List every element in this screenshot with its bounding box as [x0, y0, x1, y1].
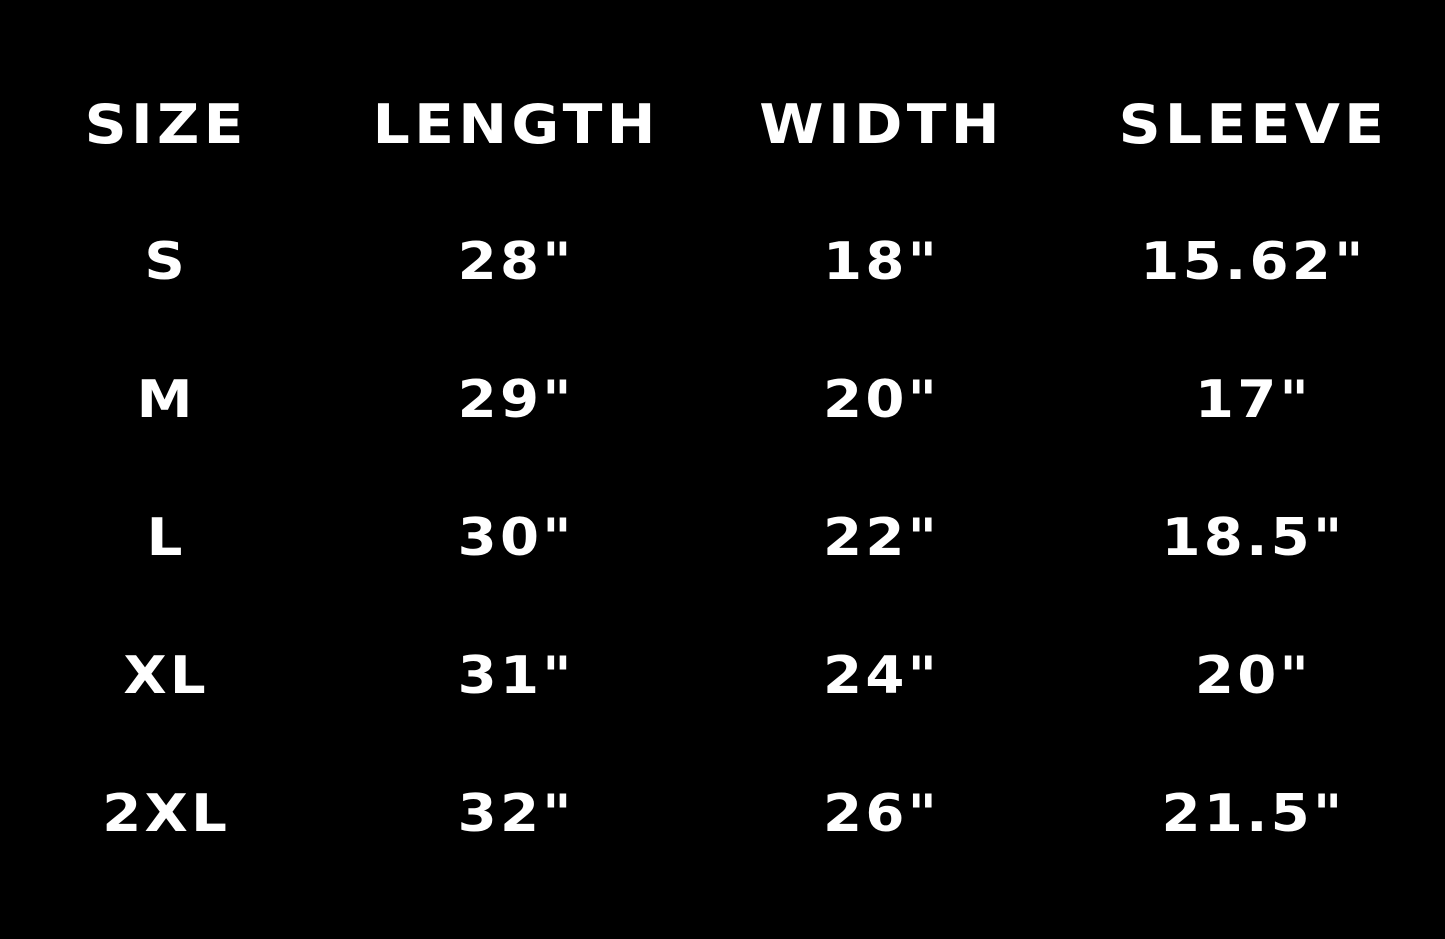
- cell-length-value: 30": [458, 508, 576, 568]
- table-row-l: L 30" 22" 18.5": [0, 469, 1445, 607]
- cell-length-value: 28": [458, 232, 576, 292]
- cell-sleeve-value: 21.5": [1161, 784, 1346, 844]
- cell-size-label: M: [136, 370, 196, 430]
- table-row-s: S 28" 18" 15.62": [0, 193, 1445, 331]
- table-row-xl: XL 31" 24" 20": [0, 607, 1445, 745]
- cell-width-value: 22": [822, 508, 941, 568]
- cell-length-value: 29": [458, 370, 576, 430]
- cell-size-label: 2XL: [102, 784, 231, 844]
- column-header-size: SIZE: [84, 92, 248, 156]
- cell-width-value: 18": [822, 232, 941, 292]
- column-header-length: LENGTH: [372, 92, 661, 156]
- cell-length-value: 31": [458, 646, 576, 706]
- cell-sleeve-value: 20": [1194, 646, 1313, 706]
- cell-size-label: XL: [123, 646, 209, 706]
- cell-sleeve-value: 15.62": [1140, 232, 1367, 292]
- column-header-sleeve: SLEEVE: [1118, 92, 1389, 156]
- cell-width-value: 20": [822, 370, 941, 430]
- size-chart-header-row: SIZE LENGTH WIDTH SLEEVE: [0, 55, 1445, 193]
- cell-size-label: S: [144, 232, 189, 292]
- cell-sleeve-value: 17": [1194, 370, 1313, 430]
- column-header-width: WIDTH: [759, 92, 1004, 156]
- cell-sleeve-value: 18.5": [1161, 508, 1346, 568]
- table-row-2xl: 2XL 32" 26" 21.5": [0, 745, 1445, 883]
- cell-size-label: L: [146, 508, 186, 568]
- table-row-m: M 29" 20" 17": [0, 331, 1445, 469]
- cell-width-value: 26": [822, 784, 941, 844]
- cell-width-value: 24": [822, 646, 941, 706]
- cell-length-value: 32": [458, 784, 576, 844]
